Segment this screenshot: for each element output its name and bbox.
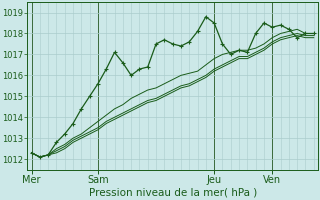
X-axis label: Pression niveau de la mer( hPa ): Pression niveau de la mer( hPa ) [89, 188, 257, 198]
